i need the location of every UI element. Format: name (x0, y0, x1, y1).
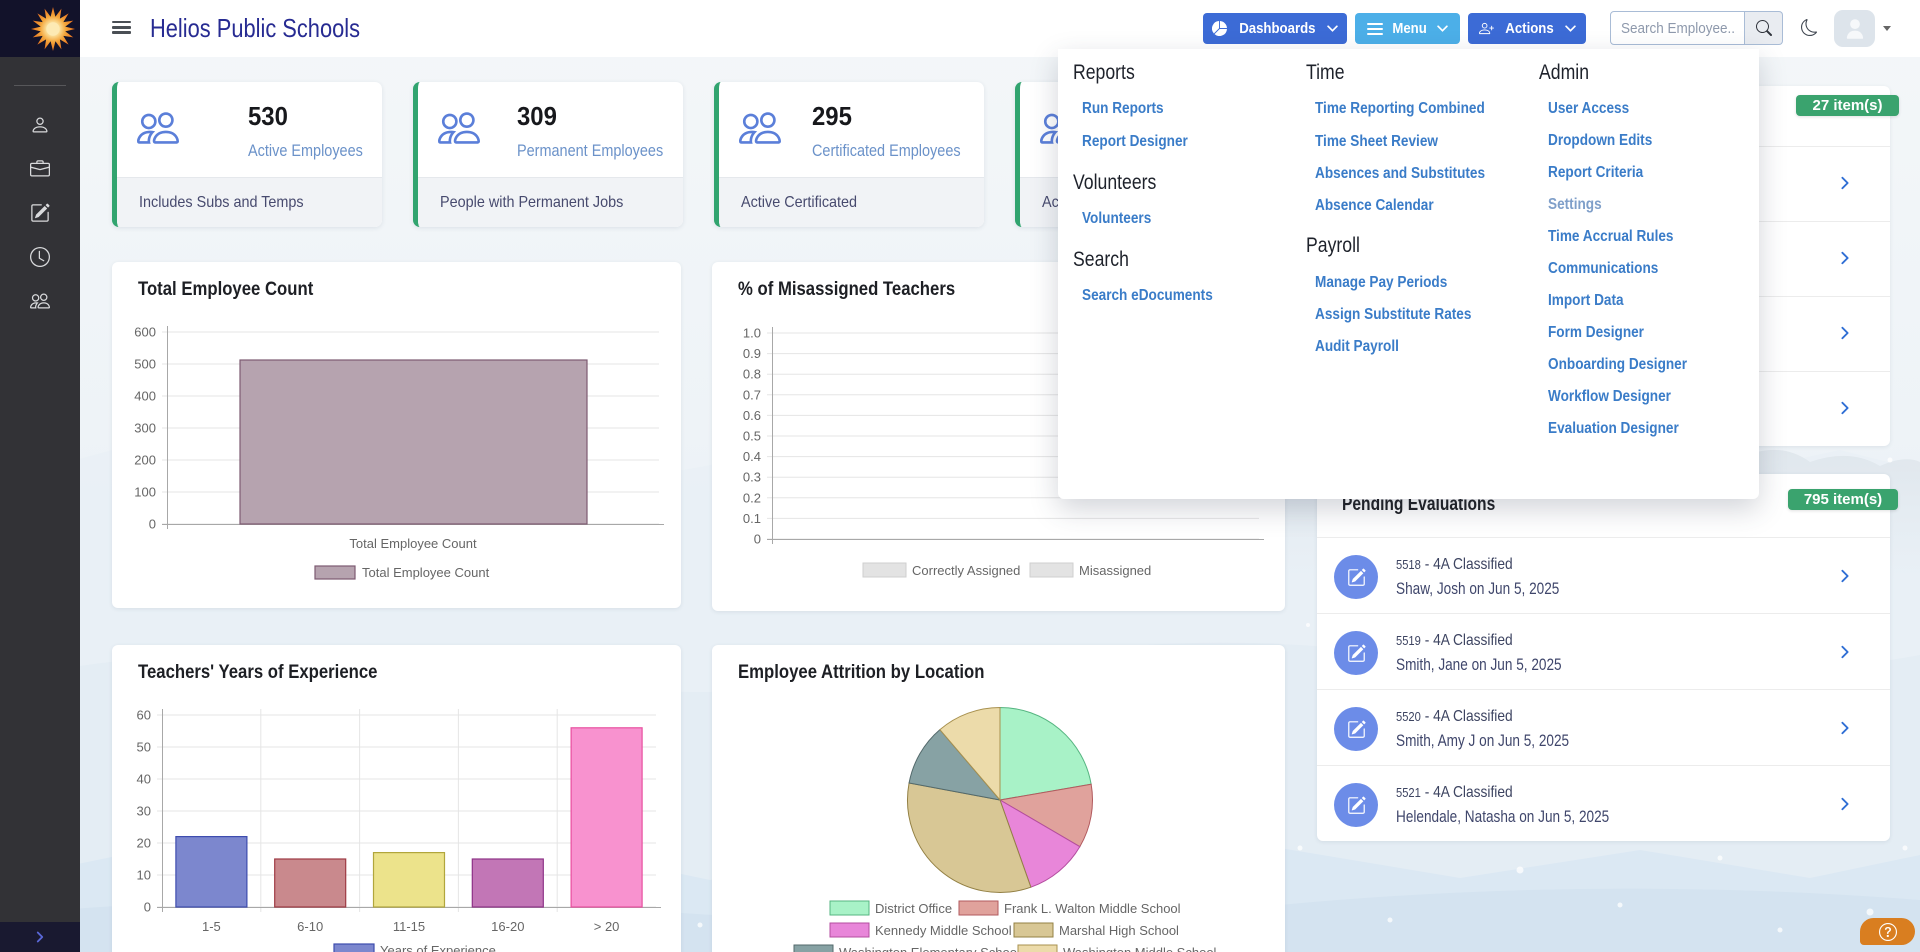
svg-text:0.5: 0.5 (743, 429, 761, 444)
svg-text:50: 50 (137, 740, 151, 755)
svg-text:100: 100 (134, 485, 156, 500)
svg-text:1-5: 1-5 (202, 919, 221, 934)
svg-text:16-20: 16-20 (491, 919, 524, 934)
svg-text:District Office: District Office (875, 901, 952, 916)
svg-text:Washington Middle School: Washington Middle School (1063, 945, 1217, 952)
svg-text:Washington Elementary School: Washington Elementary School (839, 945, 1020, 952)
svg-text:Kennedy Middle School: Kennedy Middle School (875, 923, 1012, 938)
svg-text:0.4: 0.4 (743, 449, 761, 464)
svg-text:Total Employee Count: Total Employee Count (362, 565, 490, 580)
svg-text:40: 40 (137, 772, 151, 787)
svg-text:11-15: 11-15 (393, 919, 425, 934)
svg-text:Total Employee Count: Total Employee Count (349, 536, 477, 551)
svg-text:0.6: 0.6 (743, 408, 761, 423)
svg-text:Misassigned: Misassigned (1079, 563, 1151, 578)
svg-text:300: 300 (134, 421, 156, 436)
svg-text:0: 0 (144, 900, 151, 915)
svg-text:600: 600 (134, 325, 156, 340)
svg-text:6-10: 6-10 (297, 919, 323, 934)
svg-text:0.9: 0.9 (743, 346, 761, 361)
svg-text:Frank L. Walton Middle School: Frank L. Walton Middle School (1004, 901, 1181, 916)
svg-text:0: 0 (754, 532, 761, 547)
svg-text:Correctly Assigned: Correctly Assigned (912, 563, 1020, 578)
svg-text:0.8: 0.8 (743, 367, 761, 382)
svg-text:60: 60 (137, 708, 151, 723)
svg-text:200: 200 (134, 453, 156, 468)
svg-text:0.3: 0.3 (743, 470, 761, 485)
svg-text:0.2: 0.2 (743, 490, 761, 505)
svg-text:10: 10 (137, 868, 151, 883)
svg-text:0: 0 (149, 517, 156, 532)
svg-text:0.7: 0.7 (743, 387, 761, 402)
svg-text:1.0: 1.0 (743, 326, 761, 341)
svg-text:> 20: > 20 (594, 919, 620, 934)
svg-text:400: 400 (134, 389, 156, 404)
svg-text:0.1: 0.1 (743, 511, 761, 526)
svg-text:20: 20 (137, 836, 151, 851)
svg-text:500: 500 (134, 357, 156, 372)
svg-text:30: 30 (137, 804, 151, 819)
svg-text:Years of Experience: Years of Experience (380, 943, 496, 952)
svg-text:Marshal High School: Marshal High School (1059, 923, 1179, 938)
